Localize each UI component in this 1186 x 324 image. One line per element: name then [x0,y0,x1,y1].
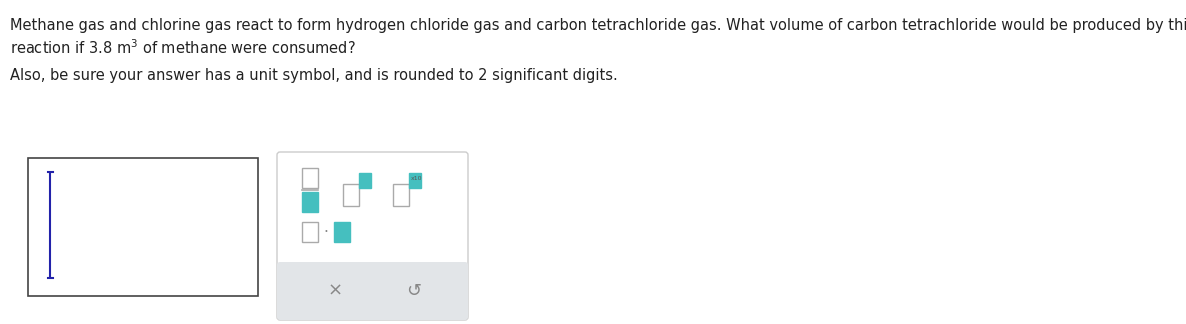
Bar [302,222,318,242]
Text: Also, be sure your answer has a unit symbol, and is rounded to 2 significant dig: Also, be sure your answer has a unit sym… [9,68,618,83]
Text: ↺: ↺ [406,282,421,300]
Text: ·: · [324,225,329,239]
Bar [409,172,421,188]
Bar [302,192,318,212]
Bar [393,184,409,206]
Bar [302,168,318,188]
Bar [359,172,371,188]
FancyBboxPatch shape [278,262,468,320]
Bar [28,158,259,296]
Text: ×: × [329,282,343,300]
FancyBboxPatch shape [278,152,468,320]
Bar [343,184,359,206]
Bar [334,222,350,242]
Text: reaction if 3.8 m$^{3}$ of methane were consumed?: reaction if 3.8 m$^{3}$ of methane were … [9,38,356,57]
Text: x10: x10 [412,177,422,181]
Text: Methane gas and chlorine gas react to form hydrogen chloride gas and carbon tetr: Methane gas and chlorine gas react to fo… [9,18,1186,33]
